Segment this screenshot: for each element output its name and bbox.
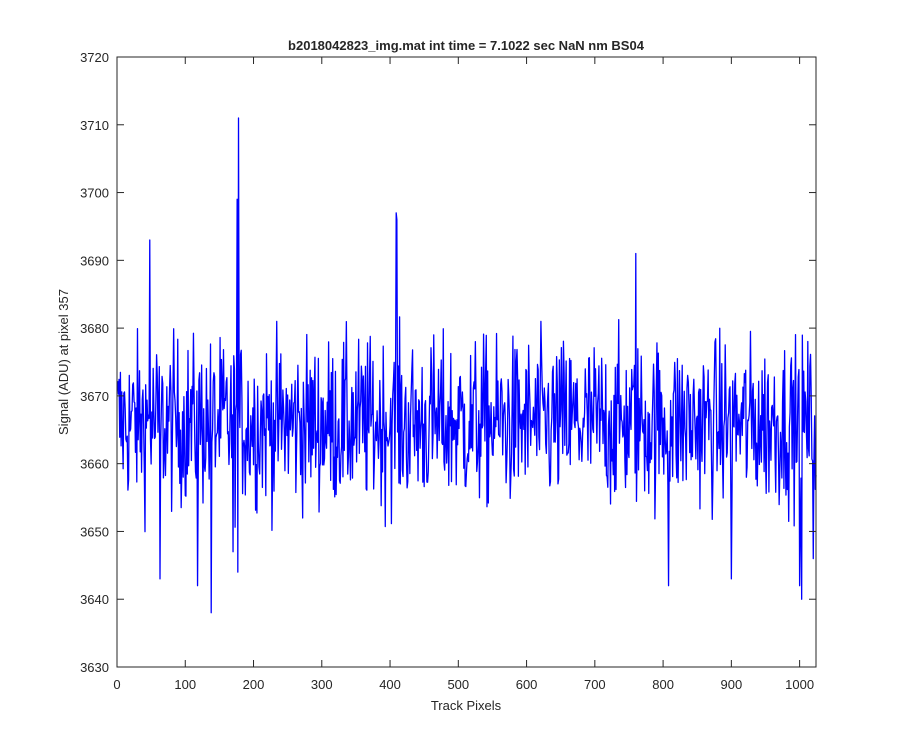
x-tick-label: 300 <box>311 677 333 692</box>
x-tick-label: 400 <box>379 677 401 692</box>
y-tick-label: 3630 <box>80 660 109 675</box>
x-tick-label: 600 <box>516 677 538 692</box>
y-axis-ticks: 3630 3640 3650 3660 3670 3680 3690 3700 3710 3720 <box>80 50 816 675</box>
y-tick-label: 3670 <box>80 389 109 404</box>
y-axis-label: Signal (ADU) at pixel 357 <box>56 289 71 435</box>
y-tick-label: 3650 <box>80 524 109 539</box>
y-tick-label: 3720 <box>80 50 109 65</box>
x-tick-label: 700 <box>584 677 606 692</box>
chart-title: b2018042823_img.mat int time = 7.1022 se… <box>288 38 645 53</box>
y-tick-label: 3640 <box>80 592 109 607</box>
x-tick-label: 500 <box>447 677 469 692</box>
x-tick-label: 800 <box>652 677 674 692</box>
y-tick-label: 3710 <box>80 118 109 133</box>
axes-border <box>116 56 817 668</box>
y-tick-label: 3700 <box>80 186 109 201</box>
y-tick-label: 3660 <box>80 457 109 472</box>
series-line <box>117 117 817 614</box>
x-tick-label: 0 <box>113 677 120 692</box>
y-tick-label: 3690 <box>80 253 109 268</box>
x-tick-label: 200 <box>243 677 265 692</box>
x-tick-label: 100 <box>174 677 196 692</box>
series-layer <box>117 117 817 614</box>
x-axis-label: Track Pixels <box>431 698 502 713</box>
x-tick-label: 1000 <box>785 677 814 692</box>
x-tick-label: 900 <box>721 677 743 692</box>
y-tick-label: 3680 <box>80 321 109 336</box>
x-axis-ticks: 0 100 200 300 400 500 600 700 800 900 1000 <box>113 57 814 692</box>
plot-area: 0 100 200 300 400 500 600 700 800 900 1000 3630 364… <box>80 50 817 692</box>
axes-frame <box>116 56 817 668</box>
